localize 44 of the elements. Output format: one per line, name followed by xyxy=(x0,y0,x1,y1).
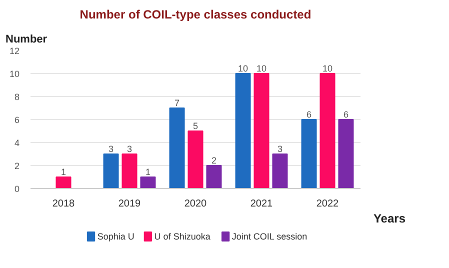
y-tick-label: 2 xyxy=(14,161,20,171)
bar xyxy=(254,73,270,188)
bar xyxy=(206,165,222,188)
x-tick-label: 2019 xyxy=(118,198,142,210)
data-label: 1 xyxy=(145,167,150,177)
data-label: 3 xyxy=(108,144,114,154)
x-tick-label: 2018 xyxy=(52,198,76,210)
bar xyxy=(338,119,354,188)
data-label: 5 xyxy=(192,121,198,131)
y-tick-label: 6 xyxy=(14,115,20,125)
bar xyxy=(140,176,156,188)
legend-label: U of Shizuoka xyxy=(154,232,210,242)
bar xyxy=(272,154,288,188)
data-label: 2 xyxy=(211,156,216,166)
data-label: 10 xyxy=(238,64,248,74)
x-tick-label: 2021 xyxy=(250,198,274,210)
x-tick-label: 2022 xyxy=(316,198,340,210)
data-label: 10 xyxy=(322,64,333,74)
legend-label: Sophia U xyxy=(97,232,134,242)
data-label: 6 xyxy=(343,110,348,120)
data-label: 7 xyxy=(174,98,180,108)
bar xyxy=(235,73,251,188)
data-label: 3 xyxy=(277,144,282,154)
data-label: 6 xyxy=(306,110,312,120)
x-tick-label: 2020 xyxy=(184,198,208,210)
bar xyxy=(188,130,204,188)
y-tick-label: 4 xyxy=(14,138,20,148)
bar xyxy=(169,108,185,188)
y-tick-label: 12 xyxy=(9,46,20,56)
data-label: 1 xyxy=(60,167,66,177)
data-label: 10 xyxy=(256,64,267,74)
bar xyxy=(122,154,138,188)
y-axis-title: Number xyxy=(6,34,48,46)
bar xyxy=(320,73,336,188)
y-tick-label: 10 xyxy=(9,69,20,79)
legend-label: Joint COIL session xyxy=(232,232,308,242)
data-label: 3 xyxy=(126,144,132,154)
y-tick-label: 0 xyxy=(14,184,20,194)
bar xyxy=(301,119,317,188)
bar xyxy=(103,154,119,188)
y-tick-label: 8 xyxy=(14,92,20,102)
x-axis-title: Years xyxy=(373,212,406,226)
bar xyxy=(56,176,72,188)
chart-title: Number of COIL-type classes conducted xyxy=(80,8,312,22)
